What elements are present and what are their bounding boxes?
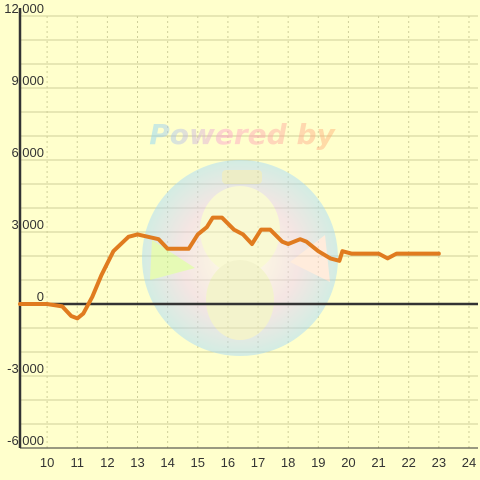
x-tick-label: 20 [341, 455, 355, 470]
axes [18, 8, 478, 449]
watermark-emblem [222, 170, 262, 184]
watermark-emblem [142, 160, 338, 356]
x-tick-label: 13 [130, 455, 144, 470]
watermark-emblem [290, 235, 330, 282]
y-tick-label: 12,000 [4, 1, 44, 16]
x-tick-label: 22 [401, 455, 415, 470]
x-tick-label: 14 [160, 455, 174, 470]
series-line [18, 215, 441, 321]
y-tick-label: -6,000 [7, 433, 44, 448]
x-tick-label: 23 [432, 455, 446, 470]
x-tick-label: 16 [221, 455, 235, 470]
x-tick-label: 19 [311, 455, 325, 470]
y-tick-label: 0 [37, 289, 44, 304]
x-tick-label: 24 [462, 455, 476, 470]
x-tick-label: 18 [281, 455, 295, 470]
x-tick-label: 11 [71, 455, 85, 470]
watermark-emblem [200, 186, 280, 274]
x-tick-label: 12 [100, 455, 114, 470]
watermark-text: Powered by [149, 118, 336, 151]
y-tick-label: 9,000 [11, 73, 44, 88]
watermark: Powered by [142, 118, 338, 356]
watermark-emblem [206, 260, 274, 340]
x-tick-label: 10 [40, 455, 54, 470]
y-tick-label: 3,000 [11, 217, 44, 232]
x-tick-label: 17 [251, 455, 265, 470]
y-tick-label: 6,000 [11, 145, 44, 160]
watermark-emblem [150, 240, 195, 280]
x-tick-label: 21 [371, 455, 385, 470]
y-tick-label: -3,000 [7, 361, 44, 376]
series-layer [18, 215, 441, 321]
x-tick-label: 15 [191, 455, 205, 470]
tick-labels: 12,000 9,000 6,000 3,000 0 -3,000 -6,000 10 11 12… [4, 1, 476, 470]
